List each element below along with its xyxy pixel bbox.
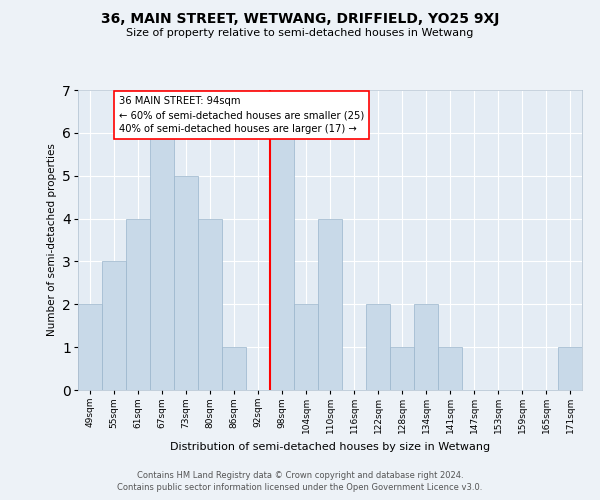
Bar (390, 347, 414, 390)
Bar (438, 347, 462, 390)
Y-axis label: Number of semi-detached properties: Number of semi-detached properties (47, 144, 56, 336)
Bar (318, 218, 342, 390)
Text: Size of property relative to semi-detached houses in Wetwang: Size of property relative to semi-detach… (127, 28, 473, 38)
Text: 36, MAIN STREET, WETWANG, DRIFFIELD, YO25 9XJ: 36, MAIN STREET, WETWANG, DRIFFIELD, YO2… (101, 12, 499, 26)
Bar (198, 218, 222, 390)
Text: Contains HM Land Registry data © Crown copyright and database right 2024.: Contains HM Land Registry data © Crown c… (137, 471, 463, 480)
Bar (102, 262, 126, 390)
Bar (174, 176, 198, 390)
Text: 36 MAIN STREET: 94sqm
← 60% of semi-detached houses are smaller (25)
40% of semi: 36 MAIN STREET: 94sqm ← 60% of semi-deta… (119, 96, 364, 134)
Bar (366, 304, 390, 390)
Bar (150, 133, 174, 390)
Bar (558, 347, 582, 390)
Bar (126, 218, 150, 390)
X-axis label: Distribution of semi-detached houses by size in Wetwang: Distribution of semi-detached houses by … (170, 442, 490, 452)
Bar (294, 304, 318, 390)
Bar (414, 304, 438, 390)
Bar (78, 304, 102, 390)
Text: Contains public sector information licensed under the Open Government Licence v3: Contains public sector information licen… (118, 484, 482, 492)
Bar (270, 133, 294, 390)
Bar (222, 347, 246, 390)
